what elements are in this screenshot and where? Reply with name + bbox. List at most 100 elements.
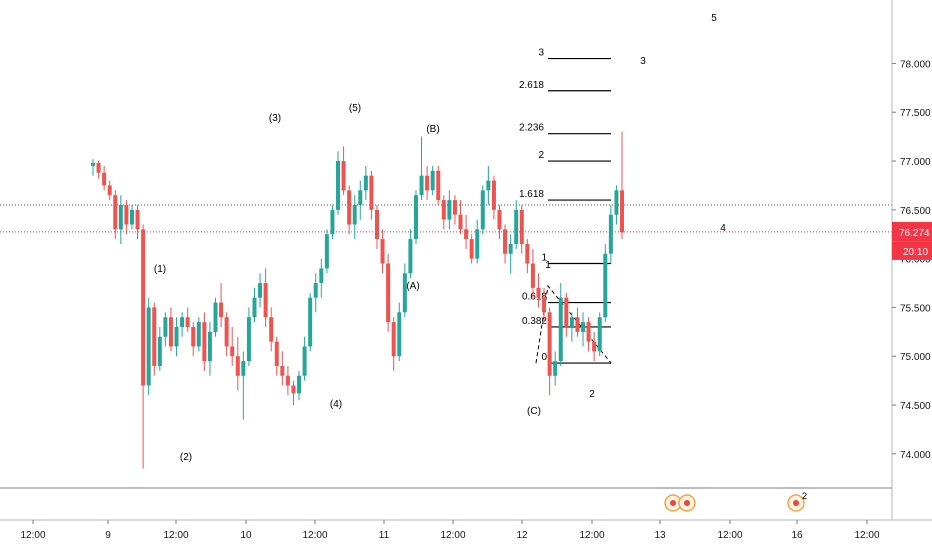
candle — [291, 380, 296, 406]
candle-body — [486, 180, 491, 191]
candle — [196, 317, 201, 352]
x-tick-label: 12 — [516, 530, 528, 541]
candles — [91, 131, 624, 469]
candle — [202, 312, 207, 371]
candle — [447, 190, 452, 230]
candle — [118, 195, 123, 244]
x-tick-label: 16 — [791, 530, 803, 541]
candle — [285, 366, 290, 396]
candle-body — [358, 190, 363, 205]
candle — [425, 165, 430, 201]
candle-body — [441, 200, 446, 220]
x-tick-label: 12:00 — [20, 530, 45, 541]
candle-body — [430, 170, 435, 191]
y-tick-label: 74.000 — [900, 450, 931, 461]
candle — [569, 312, 574, 342]
candle-body — [180, 317, 185, 327]
wave-label: (2) — [180, 452, 192, 463]
event-marker[interactable] — [678, 494, 696, 512]
candle-body — [336, 161, 341, 210]
candle-body — [163, 317, 168, 337]
candle-body — [224, 317, 229, 347]
candle — [369, 170, 374, 220]
x-tick-label: 12:00 — [717, 530, 742, 541]
candle-body — [191, 326, 196, 347]
candle-body — [503, 229, 508, 254]
candle-body — [213, 302, 218, 332]
x-tick-label: 12:00 — [163, 530, 188, 541]
event-markers[interactable]: 2 — [664, 491, 807, 512]
candle-body — [152, 307, 157, 366]
candle-body — [519, 209, 524, 244]
candle — [503, 224, 508, 264]
candle — [358, 180, 363, 220]
fib-level-label: 2.618 — [519, 80, 544, 91]
candle-body — [102, 172, 107, 186]
candle — [174, 317, 179, 357]
candle-body — [447, 200, 452, 220]
x-tick-label: 12:00 — [854, 530, 879, 541]
candle-body — [280, 366, 285, 376]
candle — [129, 204, 134, 230]
candle-body — [219, 302, 224, 318]
fib-level-label: 0 — [541, 352, 547, 363]
candle — [608, 204, 613, 264]
candle — [352, 195, 357, 240]
candle-body — [341, 161, 346, 191]
y-tick-label: 75.500 — [900, 303, 931, 314]
candle-body — [135, 209, 140, 230]
candle-body — [530, 263, 535, 288]
candle-body — [269, 317, 274, 342]
candle — [558, 283, 563, 366]
wave-label: 1 — [545, 260, 551, 271]
candle-body — [452, 200, 457, 215]
candle — [135, 204, 140, 240]
candle-body — [464, 229, 469, 240]
candle — [386, 253, 391, 332]
candle-body — [491, 180, 496, 210]
candle — [280, 351, 285, 386]
candle — [408, 229, 413, 279]
event-marker-dot — [684, 500, 690, 506]
candle-body — [274, 341, 279, 366]
candle — [553, 351, 558, 386]
fib-level-label: 2.236 — [519, 123, 544, 134]
candle — [419, 136, 424, 201]
wave-label: 5 — [711, 13, 717, 24]
candle — [347, 185, 352, 235]
fib-level-label: 3 — [538, 48, 544, 59]
candle — [102, 165, 107, 191]
candle — [402, 263, 407, 318]
x-tick-label: 10 — [240, 530, 252, 541]
candle — [168, 307, 173, 352]
candle-body — [608, 214, 613, 254]
candle-body — [514, 209, 519, 244]
candle — [374, 204, 379, 249]
candle-body — [107, 185, 112, 196]
candle — [525, 239, 530, 274]
event-marker[interactable] — [787, 494, 805, 512]
candle — [107, 180, 112, 201]
countdown-label: 20:10 — [903, 247, 928, 258]
candle-body — [581, 322, 586, 332]
candle-body — [285, 375, 290, 386]
candle-body — [302, 346, 307, 376]
wave-label: (3) — [269, 113, 281, 124]
candle-body — [480, 190, 485, 230]
candle-body — [118, 204, 123, 230]
candle-body — [258, 283, 263, 298]
x-tick-label: 11 — [379, 530, 390, 541]
candle — [252, 287, 257, 323]
candle-body — [425, 175, 430, 191]
event-marker-dot — [670, 500, 676, 506]
y-tick-label: 77.000 — [900, 157, 931, 168]
wave-label: 3 — [640, 56, 646, 67]
candle — [336, 151, 341, 215]
fib-swing-line — [535, 284, 612, 364]
candle — [157, 326, 162, 371]
candle — [413, 190, 418, 244]
candle-body — [96, 162, 101, 173]
candle-body — [241, 361, 246, 376]
